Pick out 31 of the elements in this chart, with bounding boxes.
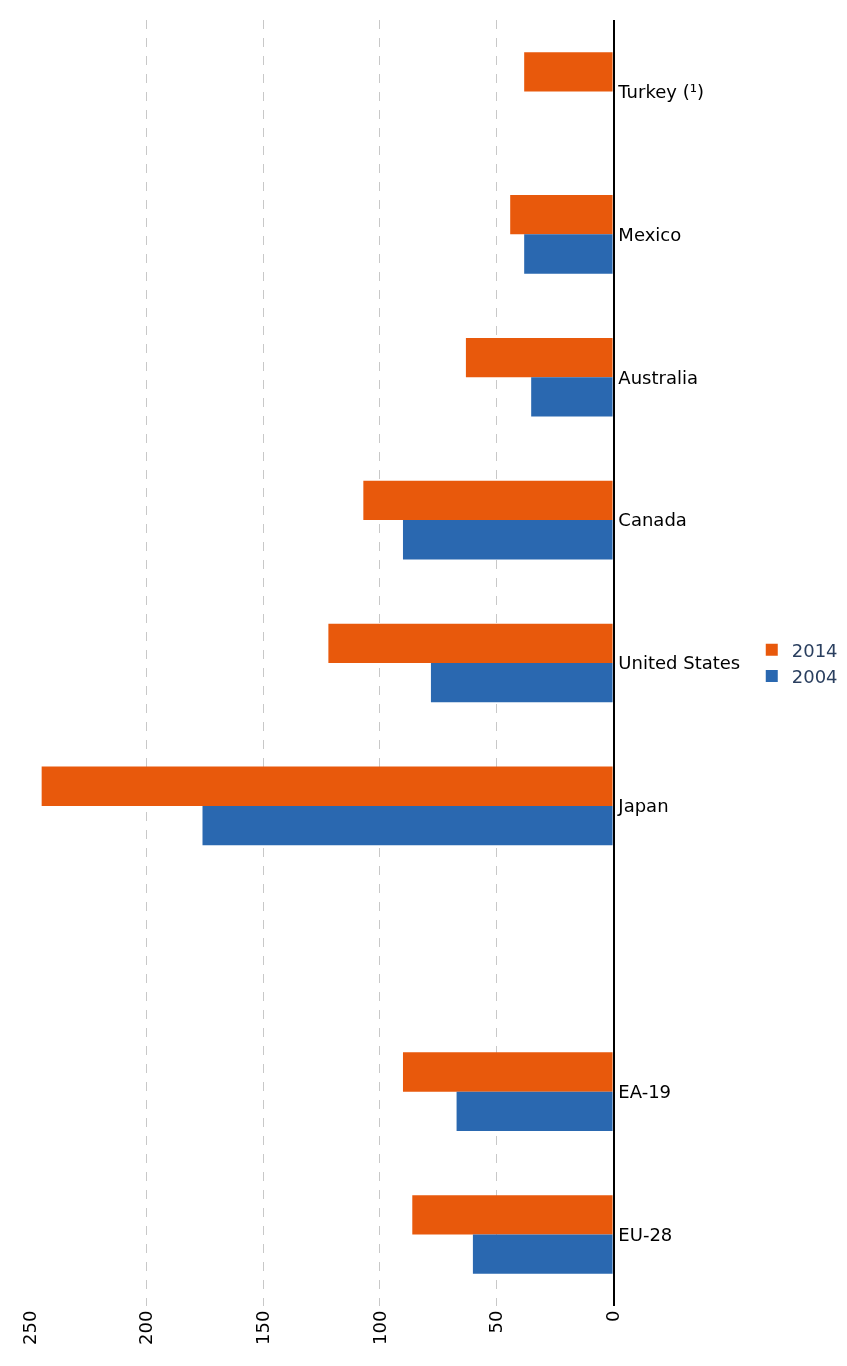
bar — [363, 480, 613, 521]
y-tick-label: Turkey (¹) — [617, 80, 704, 102]
x-tick-label: 150 — [251, 1310, 273, 1345]
x-tick-label: 0 — [601, 1310, 623, 1323]
bar — [412, 1195, 613, 1235]
y-tick-label: Mexico — [618, 223, 682, 245]
bar — [456, 1091, 613, 1131]
bar — [402, 520, 613, 560]
x-tick-label: 250 — [18, 1310, 40, 1345]
bar — [524, 234, 613, 274]
x-tick-label: 50 — [485, 1310, 507, 1334]
bar — [41, 766, 613, 806]
legend-label: 2004 — [791, 666, 838, 688]
x-tick-label: 100 — [368, 1310, 390, 1345]
legend-label: 2014 — [791, 639, 838, 661]
bar — [465, 337, 613, 378]
bar — [402, 1052, 613, 1092]
bar — [202, 805, 613, 846]
bar — [510, 195, 613, 235]
y-tick-label: Japan — [617, 795, 669, 817]
y-tick-label: United States — [618, 652, 741, 674]
bar — [328, 623, 613, 663]
y-tick-label: EU-28 — [618, 1223, 673, 1245]
x-tick-label: 200 — [135, 1310, 157, 1345]
bar — [524, 52, 613, 92]
bar — [472, 1234, 613, 1274]
y-tick-label: EA-19 — [618, 1080, 672, 1102]
bar — [430, 663, 613, 703]
y-tick-label: Australia — [618, 366, 698, 388]
bar — [531, 377, 613, 417]
y-tick-label: Canada — [618, 509, 687, 531]
